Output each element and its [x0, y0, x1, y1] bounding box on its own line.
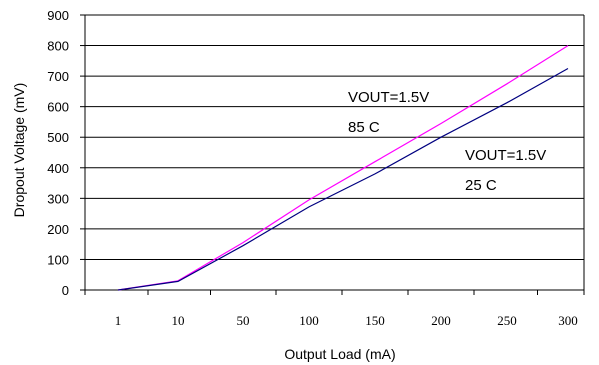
annotation-text: 85 C	[348, 119, 380, 136]
y-tick-label: 200	[47, 222, 69, 237]
series-line-1	[117, 45, 569, 291]
y-tick-label: 900	[47, 8, 69, 23]
annotation-text: VOUT=1.5V	[348, 89, 429, 106]
data-series	[117, 45, 569, 291]
annotation-text: 25 C	[465, 177, 497, 194]
y-tick-labels: 0 100 200 300 400 500 600 700 800 900	[47, 8, 69, 298]
axes	[80, 14, 585, 295]
y-tick-label: 500	[47, 130, 69, 145]
x-tick-label: 50	[237, 313, 250, 328]
x-axis-label: Output Load (mA)	[284, 346, 395, 362]
y-tick-label: 300	[47, 191, 69, 206]
y-tick-label: 600	[47, 100, 69, 115]
x-tick-label: 1	[115, 313, 122, 328]
annotations: VOUT=1.5V 85 C VOUT=1.5V 25 C	[348, 89, 546, 194]
series-line-2	[117, 67, 569, 291]
y-axis-label: Dropout Voltage (mV)	[11, 83, 27, 218]
x-tick-labels: 1 10 50 100 150 200 250 300	[115, 313, 578, 328]
y-tick-label: 700	[47, 69, 69, 84]
x-tick-label: 200	[431, 313, 451, 328]
y-tick-label: 800	[47, 39, 69, 54]
y-tick-label: 100	[47, 252, 69, 267]
x-tick-label: 250	[497, 313, 517, 328]
x-tick-label: 300	[558, 313, 578, 328]
x-tick-label: 100	[299, 313, 319, 328]
grid-lines	[85, 14, 584, 260]
x-tick-label: 10	[172, 313, 185, 328]
y-tick-label: 0	[62, 283, 69, 298]
y-tick-label: 400	[47, 161, 69, 176]
annotation-text: VOUT=1.5V	[465, 147, 546, 164]
x-tick-label: 150	[365, 313, 385, 328]
